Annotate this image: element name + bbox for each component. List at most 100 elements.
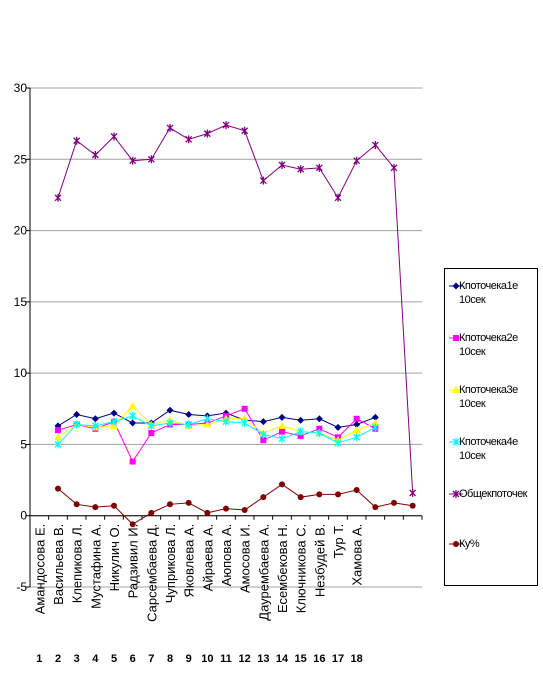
legend-swatch [449, 541, 463, 547]
index-label: 16 [313, 653, 325, 665]
marker [167, 501, 173, 508]
marker [390, 163, 398, 172]
marker [185, 420, 193, 429]
x-tick-label: Чуприкова Л. [163, 524, 178, 604]
marker [147, 155, 155, 164]
x-tick-label: Незбудей В. [312, 524, 327, 597]
legend-label: Кпоточека4е 10сек [459, 436, 518, 462]
marker [203, 414, 211, 423]
x-tick-label: Радзивил И. [126, 524, 141, 599]
legend-swatch [449, 386, 463, 393]
marker [54, 440, 62, 449]
marker [315, 415, 323, 423]
marker [91, 151, 99, 160]
x-tick-label: Сарсембаева Д. [144, 524, 159, 622]
x-tick-label: Мустафина А. [88, 524, 103, 609]
marker [391, 499, 397, 506]
marker [335, 491, 341, 498]
index-label: 11 [220, 653, 232, 665]
x-tick-label: Есембекова Н. [275, 524, 290, 613]
y-tick-label: 25 [14, 152, 28, 166]
marker [110, 132, 118, 141]
marker [371, 423, 379, 432]
series-line [57, 408, 376, 463]
marker [55, 427, 61, 434]
marker [92, 504, 99, 511]
marker [240, 414, 249, 422]
marker [353, 415, 360, 422]
x-tick-label: Тур Т. [331, 524, 346, 559]
marker [110, 409, 118, 417]
marker [55, 485, 61, 492]
marker [241, 419, 249, 428]
marker [223, 505, 229, 512]
y-tick-label: 5 [20, 437, 27, 451]
series-line [57, 415, 376, 445]
marker [409, 502, 416, 509]
marker [452, 438, 460, 446]
marker [315, 163, 323, 172]
y-tick-label: 30 [14, 81, 28, 95]
marker [147, 421, 155, 430]
marker [54, 433, 62, 441]
series-line [57, 124, 414, 493]
marker [353, 433, 361, 442]
marker [409, 488, 417, 497]
y-tick-label: 20 [14, 224, 28, 238]
marker [54, 193, 62, 202]
index-label: 3 [74, 653, 80, 665]
marker [91, 415, 99, 423]
marker [352, 426, 361, 434]
marker [297, 416, 305, 424]
x-tick-label: Ключникова С. [294, 524, 309, 614]
legend: Кпоточека1е 10сек Кпоточека2е 10сек Кпоточ… [444, 268, 538, 586]
x-tick-label: Амандосова Е. [32, 524, 47, 615]
marker [278, 421, 286, 429]
marker [279, 428, 285, 435]
marker [110, 417, 118, 426]
marker [297, 494, 304, 501]
marker [353, 420, 361, 428]
marker [129, 411, 137, 420]
index-label: 10 [201, 653, 213, 665]
x-tick-label: Яковлева А. [182, 524, 197, 598]
marker [353, 156, 361, 165]
legend-label: Ку% [459, 538, 480, 550]
legend-label: Общекпоточек [459, 488, 528, 500]
marker [222, 417, 230, 426]
marker [259, 418, 267, 426]
y-tick-label: -5 [16, 580, 27, 594]
x-tick-label: Айраева А. [200, 524, 215, 592]
x-tick-label: Хамова А. [350, 524, 365, 586]
marker [453, 541, 459, 547]
index-label: 7 [148, 653, 154, 665]
marker [334, 439, 342, 448]
marker [371, 413, 379, 421]
x-tick-label: Даурембаева А. [256, 524, 271, 621]
marker [279, 481, 285, 488]
index-label: 1 [36, 653, 42, 665]
marker [148, 509, 155, 516]
x-tick-label: Аюпова А. [219, 524, 234, 587]
marker [185, 410, 193, 418]
index-label: 14 [276, 653, 289, 665]
x-tick-label: Васильева В. [51, 524, 66, 605]
marker [260, 437, 267, 444]
marker [278, 160, 286, 169]
marker [452, 282, 460, 290]
marker [316, 491, 323, 498]
marker [278, 413, 286, 421]
marker [297, 165, 305, 174]
index-label: 8 [167, 653, 173, 665]
x-tick-label: Никулич О. [107, 524, 122, 592]
series-line [57, 409, 376, 428]
y-tick-label: 15 [14, 295, 28, 309]
index-label: 2 [55, 653, 61, 665]
marker [166, 419, 174, 428]
index-label: 15 [295, 653, 307, 665]
marker [260, 494, 267, 501]
marker [334, 423, 342, 431]
marker [73, 501, 80, 508]
legend-swatch [449, 282, 463, 290]
marker [452, 386, 460, 393]
